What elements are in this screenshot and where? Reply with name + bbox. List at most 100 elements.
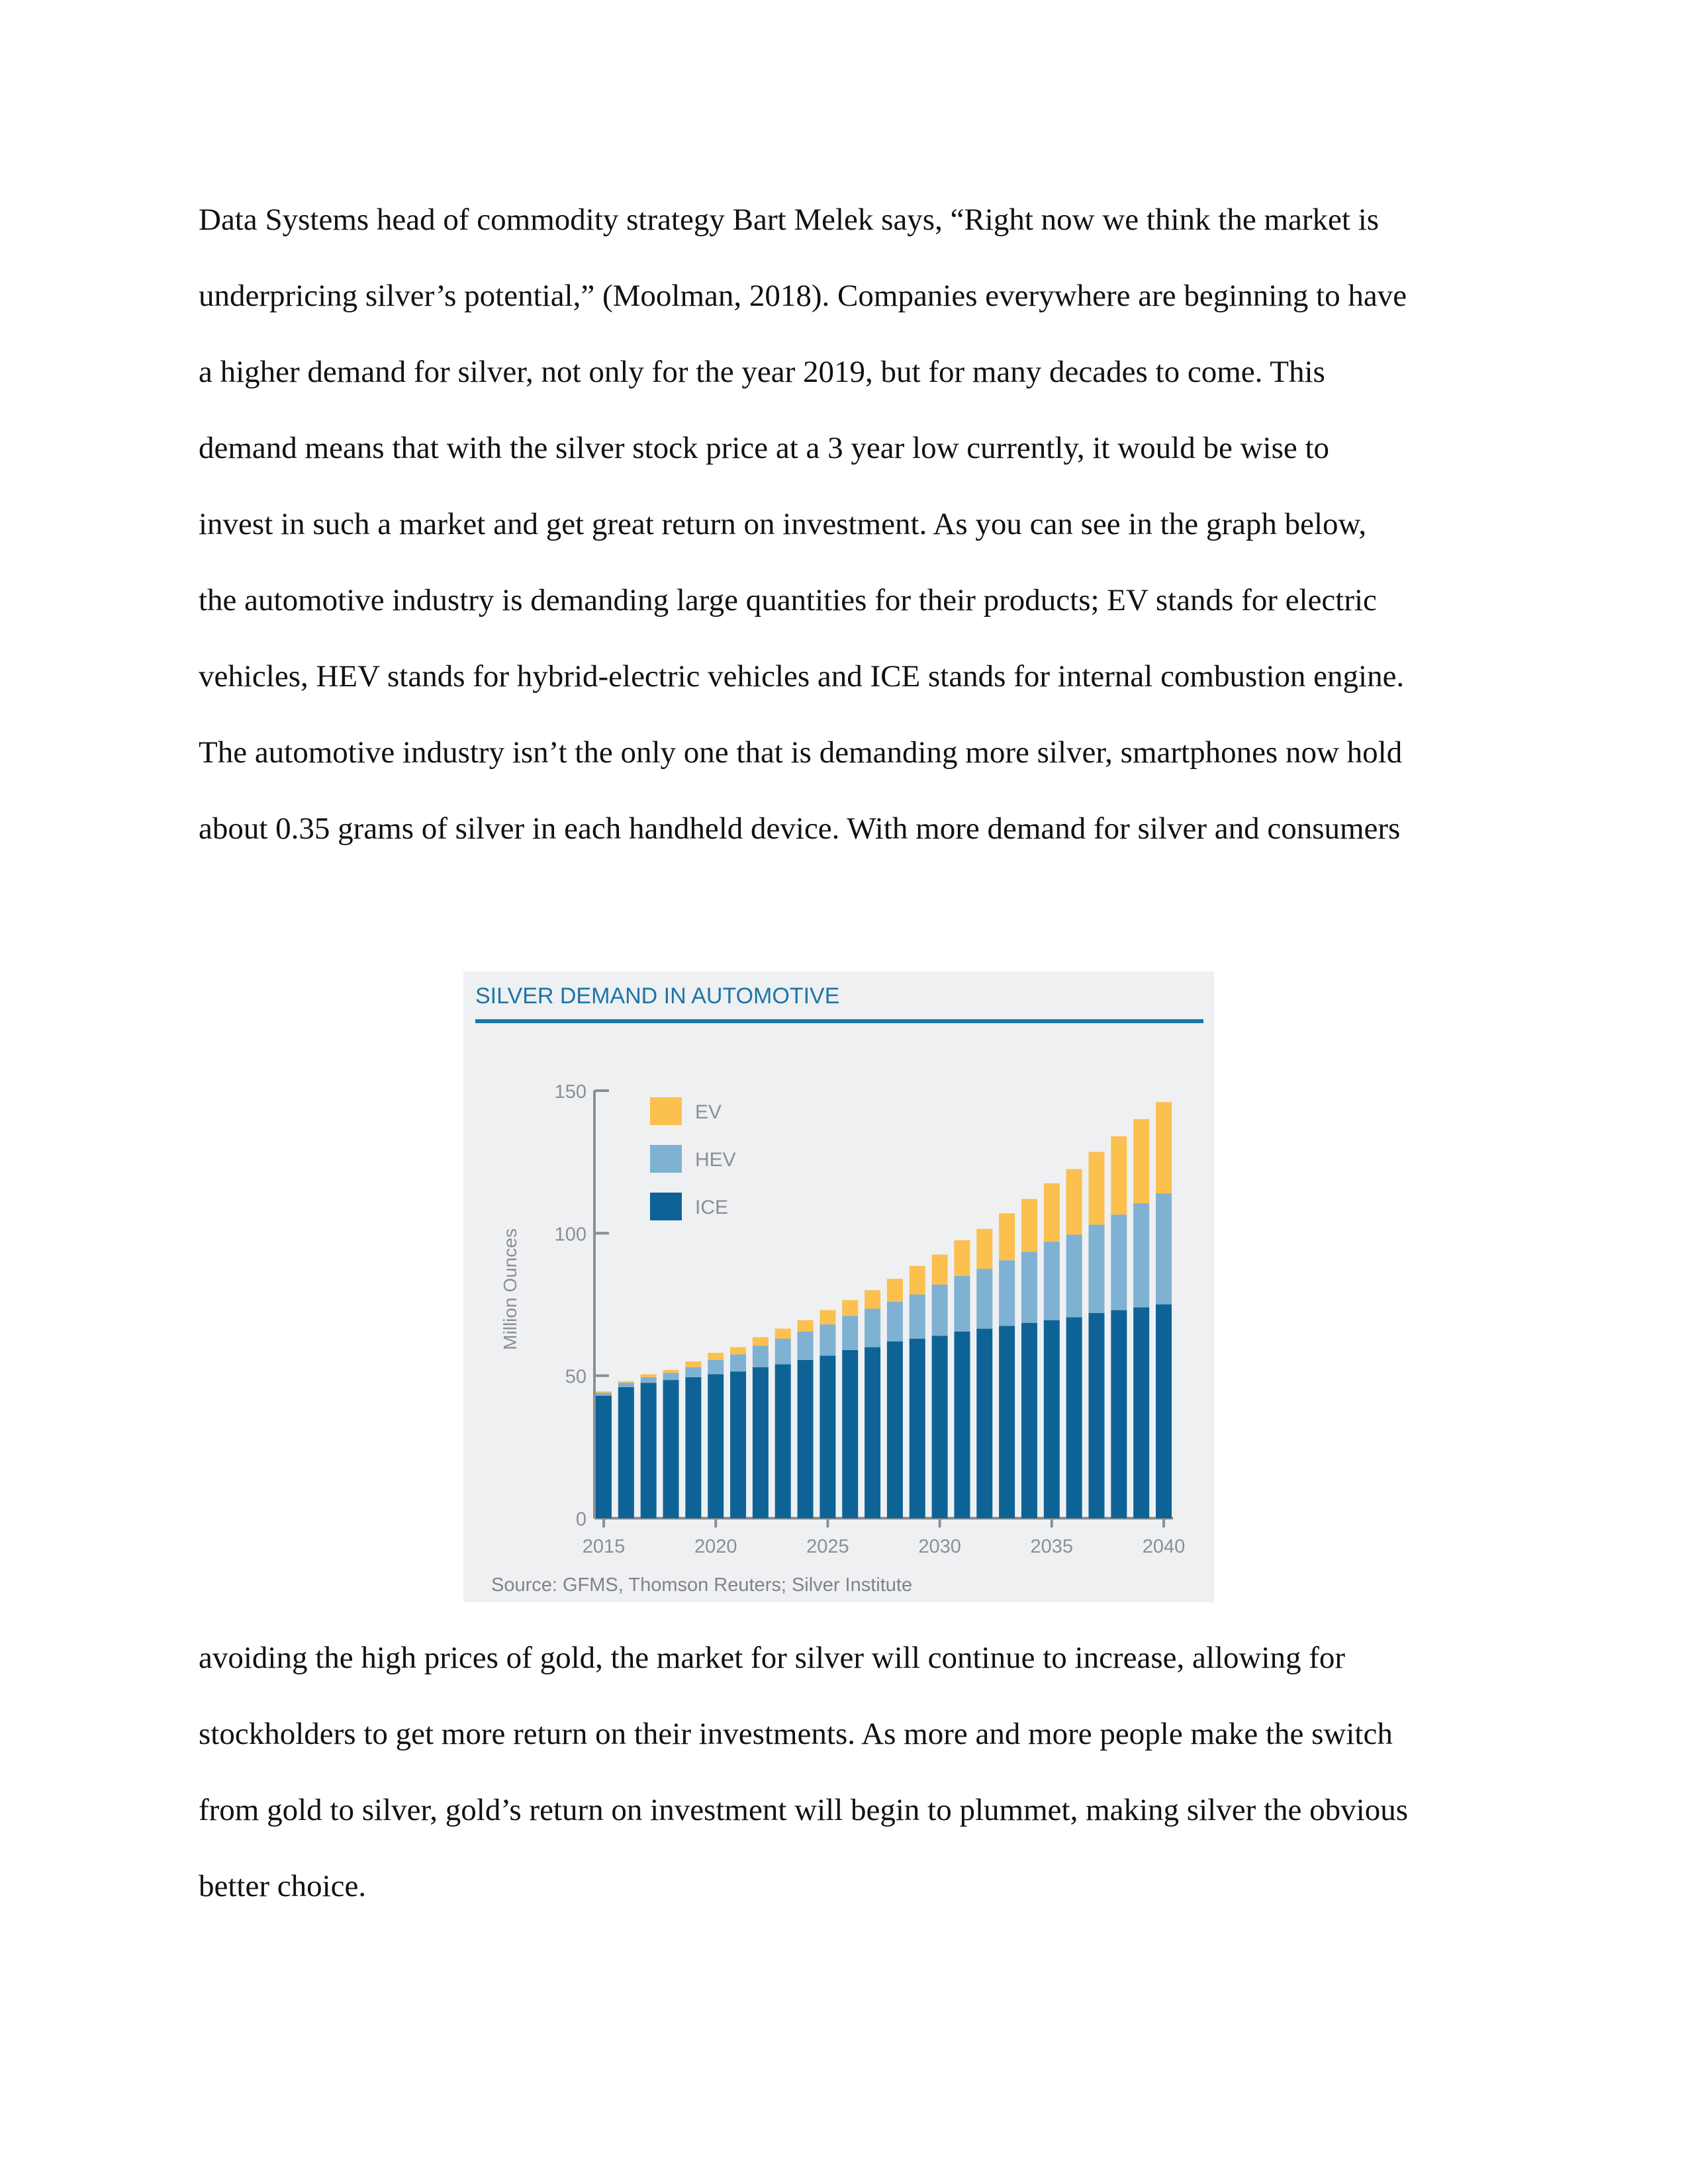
bar-ev-2040 bbox=[1156, 1102, 1172, 1194]
text-line: from gold to silver, gold’s return on in… bbox=[199, 1793, 1408, 1827]
bar-ice-2016 bbox=[618, 1387, 634, 1518]
bar-ev-2015 bbox=[596, 1391, 612, 1393]
bar-hev-2020 bbox=[708, 1359, 724, 1375]
bar-ice-2025 bbox=[820, 1355, 836, 1518]
chart-plot: 0 50 100 150 2015 2020 2025 2030 2035 2040 EV HEV IC… bbox=[555, 1081, 1186, 1557]
bar-ice-2023 bbox=[774, 1364, 791, 1518]
bar-ev-2028 bbox=[886, 1279, 903, 1302]
bar-ev-2020 bbox=[708, 1353, 724, 1360]
bar-hev-2036 bbox=[1066, 1234, 1082, 1318]
bar-ice-2026 bbox=[842, 1349, 859, 1518]
y-tick-label: 150 bbox=[555, 1081, 586, 1103]
bar-ev-2030 bbox=[931, 1254, 948, 1285]
legend-label-hev: HEV bbox=[695, 1149, 736, 1171]
text-line: The automotive industry isn’t the only o… bbox=[199, 735, 1403, 770]
bar-ev-2032 bbox=[976, 1228, 993, 1269]
bar-hev-2031 bbox=[954, 1275, 970, 1332]
bar-ev-2018 bbox=[663, 1370, 679, 1373]
text-line: stockholders to get more return on their… bbox=[199, 1717, 1393, 1751]
text-line: Data Systems head of commodity strategy … bbox=[199, 203, 1380, 237]
bar-ice-2039 bbox=[1133, 1307, 1150, 1518]
chart-svg: SILVER DEMAND IN AUTOMOTIVE Million Ounc… bbox=[475, 983, 1203, 1596]
bar-ice-2037 bbox=[1088, 1312, 1105, 1518]
bar-hev-2015 bbox=[596, 1392, 612, 1396]
paragraph-2: avoiding the high prices of gold, the ma… bbox=[199, 1620, 1496, 1925]
bar-ev-2038 bbox=[1111, 1136, 1127, 1215]
bar-ev-2023 bbox=[774, 1328, 791, 1339]
text-line: invest in such a market and get great re… bbox=[199, 507, 1367, 541]
bar-ice-2029 bbox=[909, 1338, 925, 1518]
bar-ice-2017 bbox=[640, 1383, 657, 1518]
bar-ice-2038 bbox=[1111, 1310, 1127, 1518]
bar-ice-2028 bbox=[886, 1341, 903, 1518]
legend-label-ice: ICE bbox=[695, 1197, 728, 1218]
bar-ice-2015 bbox=[596, 1395, 612, 1518]
bar-ev-2036 bbox=[1066, 1169, 1082, 1235]
bar-ice-2022 bbox=[752, 1367, 769, 1518]
bar-ice-2020 bbox=[708, 1374, 724, 1518]
bar-hev-2039 bbox=[1133, 1203, 1150, 1308]
bar-ev-2027 bbox=[865, 1290, 881, 1309]
chart-title: SILVER DEMAND IN AUTOMOTIVE bbox=[475, 983, 839, 1009]
legend-swatch-hev bbox=[650, 1145, 682, 1173]
x-tick-label: 2025 bbox=[806, 1536, 849, 1557]
bar-hev-2027 bbox=[865, 1308, 881, 1347]
bar-ev-2026 bbox=[842, 1300, 859, 1316]
bar-ice-2040 bbox=[1156, 1304, 1172, 1518]
x-tick-label: 2020 bbox=[694, 1536, 737, 1557]
bar-ev-2039 bbox=[1133, 1119, 1150, 1204]
text-line: a higher demand for silver, not only for… bbox=[199, 355, 1325, 389]
bar-hev-2019 bbox=[685, 1367, 702, 1377]
bar-hev-2028 bbox=[886, 1301, 903, 1342]
bar-hev-2034 bbox=[1021, 1251, 1037, 1323]
bar-hev-2033 bbox=[999, 1260, 1015, 1326]
text-line: the automotive industry is demanding lar… bbox=[199, 583, 1377, 617]
bar-hev-2018 bbox=[663, 1373, 679, 1381]
bar-ice-2021 bbox=[730, 1371, 747, 1518]
bar-ice-2033 bbox=[999, 1326, 1015, 1518]
bar-hev-2026 bbox=[842, 1316, 859, 1350]
bar-hev-2024 bbox=[797, 1331, 814, 1360]
text-line: vehicles, HEV stands for hybrid-electric… bbox=[199, 659, 1405, 694]
bar-ice-2030 bbox=[931, 1336, 948, 1518]
y-tick-label: 50 bbox=[565, 1367, 586, 1388]
paragraph-1: Data Systems head of commodity strategy … bbox=[199, 182, 1496, 867]
x-tick-label: 2035 bbox=[1031, 1536, 1074, 1557]
legend-label-ev: EV bbox=[695, 1101, 722, 1123]
bar-hev-2040 bbox=[1156, 1193, 1172, 1304]
bar-ev-2021 bbox=[730, 1347, 747, 1355]
legend-swatch-ice bbox=[650, 1193, 682, 1220]
bar-ice-2019 bbox=[685, 1377, 702, 1518]
bar-ev-2024 bbox=[797, 1320, 814, 1332]
bar-hev-2021 bbox=[730, 1354, 747, 1372]
text-line: avoiding the high prices of gold, the ma… bbox=[199, 1641, 1346, 1675]
bar-hev-2023 bbox=[774, 1338, 791, 1365]
text-line: underpricing silver’s potential,” (Moolm… bbox=[199, 279, 1407, 313]
x-tick-label: 2030 bbox=[918, 1536, 961, 1557]
bar-ice-2027 bbox=[865, 1347, 881, 1518]
bar-ev-2016 bbox=[618, 1381, 634, 1383]
bar-ev-2031 bbox=[954, 1240, 970, 1276]
chart-source: Source: GFMS, Thomson Reuters; Silver In… bbox=[491, 1574, 912, 1596]
y-tick-label: 100 bbox=[555, 1224, 586, 1245]
bar-hev-2038 bbox=[1111, 1214, 1127, 1310]
bar-hev-2016 bbox=[618, 1383, 634, 1387]
bar-hev-2032 bbox=[976, 1269, 993, 1329]
bar-hev-2035 bbox=[1043, 1242, 1060, 1320]
bar-ev-2035 bbox=[1043, 1183, 1060, 1242]
x-tick-label: 2015 bbox=[583, 1536, 626, 1557]
bar-ev-2029 bbox=[909, 1265, 925, 1295]
legend-swatch-ev bbox=[650, 1097, 682, 1125]
bar-hev-2017 bbox=[640, 1377, 657, 1383]
bar-ev-2037 bbox=[1088, 1152, 1105, 1225]
bar-ice-2035 bbox=[1043, 1320, 1060, 1518]
text-line: demand means that with the silver stock … bbox=[199, 431, 1330, 465]
y-tick-label: 0 bbox=[576, 1509, 586, 1530]
bar-hev-2037 bbox=[1088, 1224, 1105, 1313]
text-line: better choice. bbox=[199, 1869, 367, 1903]
bar-ice-2018 bbox=[663, 1380, 679, 1518]
bar-ev-2033 bbox=[999, 1213, 1015, 1261]
bar-ice-2036 bbox=[1066, 1317, 1082, 1518]
bar-hev-2025 bbox=[820, 1324, 836, 1356]
bar-ev-2034 bbox=[1021, 1199, 1037, 1252]
